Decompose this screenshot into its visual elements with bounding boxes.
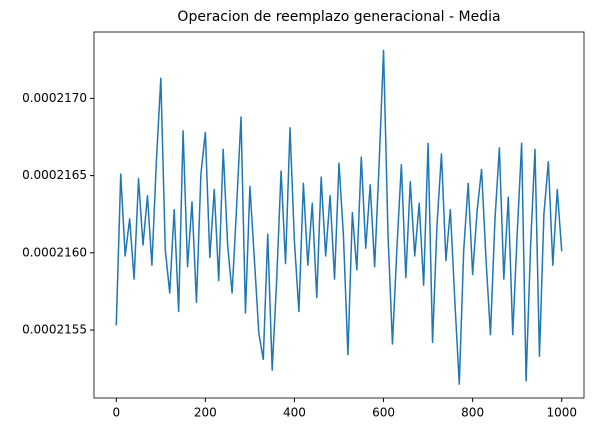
x-tick-label: 800 [461,406,484,420]
y-tick-label: 0.0002165 [22,168,87,182]
y-tick-label: 0.0002170 [22,91,87,105]
chart-title: Operacion de reemplazo generacional - Me… [177,9,500,25]
x-tick-label: 600 [372,406,395,420]
x-tick-label: 1000 [546,406,577,420]
y-tick-label: 0.0002155 [22,323,87,337]
y-tick-label: 0.0002160 [22,245,87,259]
plot-frame [93,31,585,399]
x-tick-label: 400 [283,406,306,420]
x-tick-label: 0 [112,406,120,420]
data-line [115,49,563,385]
x-tick-label: 200 [194,406,217,420]
